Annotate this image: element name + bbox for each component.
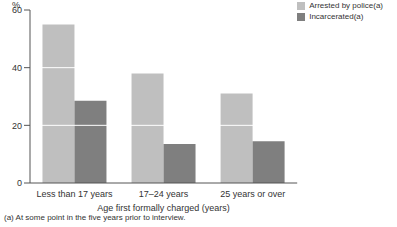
svg-text:17–24 years: 17–24 years — [139, 189, 189, 199]
html-text:Arrested by police(a): Arrested by police(a) — [309, 1, 383, 10]
svg-text:20: 20 — [12, 121, 22, 131]
svg-text:Age first formally charged (ye: Age first formally charged (years) — [97, 203, 230, 213]
svg-text:60: 60 — [12, 5, 22, 15]
svg-text:Less than 17 years: Less than 17 years — [37, 189, 114, 199]
svg-text:40: 40 — [12, 63, 22, 73]
svg-text:25 years or over: 25 years or over — [220, 189, 285, 199]
html-text:Incarcerated(a): Incarcerated(a) — [309, 12, 364, 21]
svg-text:0: 0 — [17, 178, 22, 188]
html-text:(a) At some point in the five: (a) At some point in the five years prio… — [4, 213, 186, 222]
